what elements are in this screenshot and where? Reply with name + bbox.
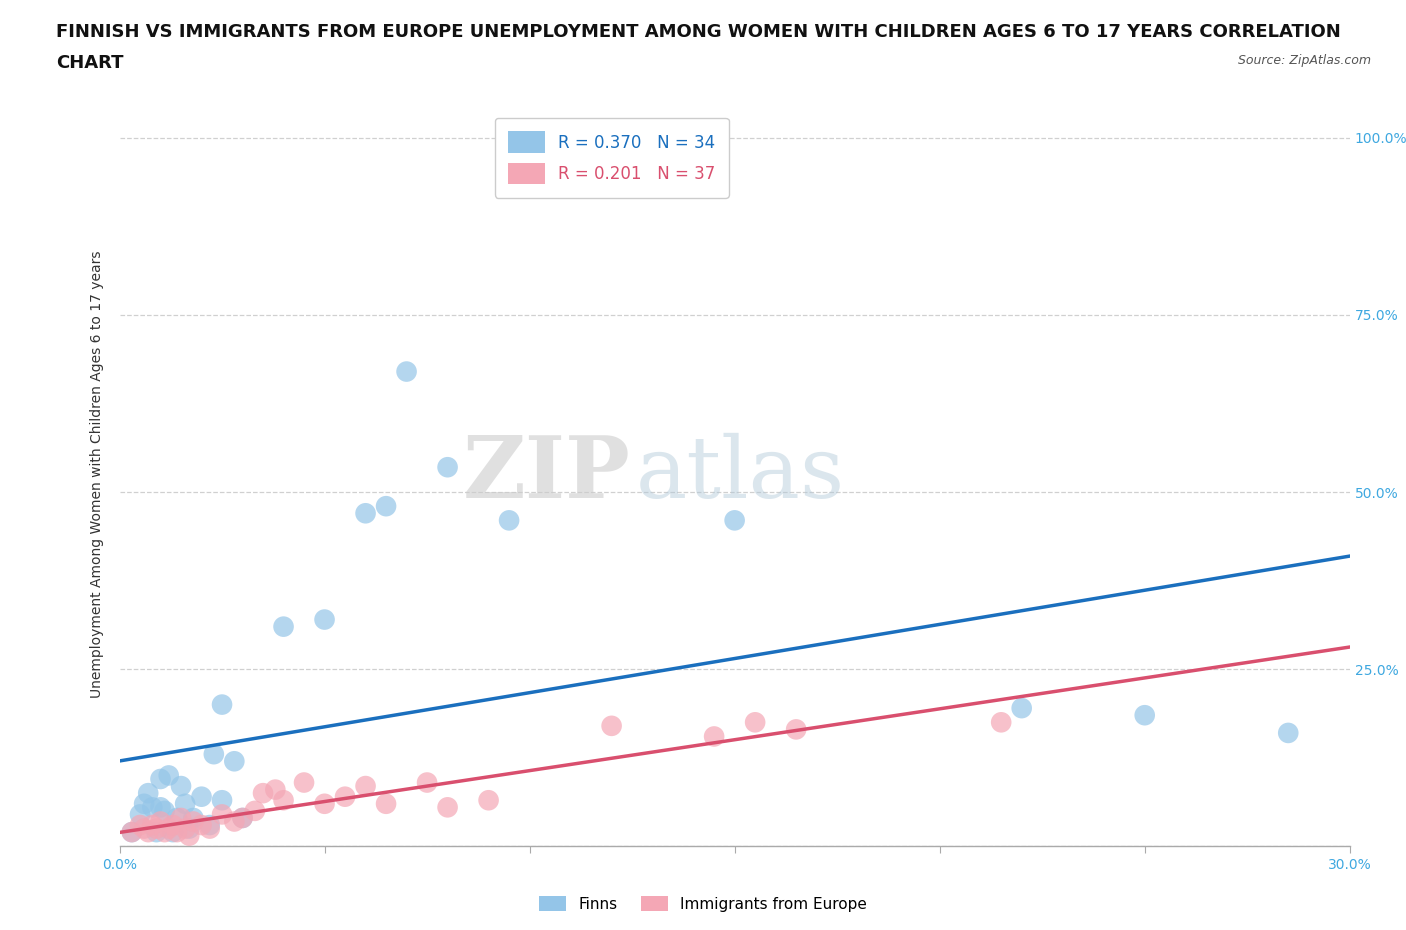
Point [157, 821, 180, 836]
Point [179, 829, 201, 844]
Point [149, 800, 172, 815]
Point [183, 811, 205, 826]
Point [190, 817, 212, 832]
Point [243, 804, 266, 818]
Point [990, 715, 1012, 730]
Point [170, 778, 193, 793]
Point [211, 807, 233, 822]
Point [170, 811, 193, 826]
Point [174, 821, 197, 836]
Point [198, 817, 221, 832]
Point [1133, 708, 1156, 723]
Point [121, 825, 143, 840]
Point [600, 718, 623, 733]
Point [190, 790, 212, 804]
Point [141, 817, 163, 832]
Legend: Finns, Immigrants from Europe: Finns, Immigrants from Europe [533, 889, 873, 918]
Point [395, 365, 418, 379]
Point [1011, 700, 1033, 715]
Point [136, 786, 159, 801]
Point [179, 821, 201, 836]
Point [149, 772, 172, 787]
Point [785, 722, 807, 737]
Text: Source: ZipAtlas.com: Source: ZipAtlas.com [1237, 54, 1371, 67]
Point [211, 698, 233, 712]
Point [273, 619, 295, 634]
Point [498, 513, 520, 528]
Point [1277, 725, 1299, 740]
Point [744, 715, 766, 730]
Point [129, 817, 152, 832]
Point [211, 792, 233, 807]
Point [231, 811, 254, 826]
Point [132, 796, 156, 811]
Text: ZIP: ZIP [463, 432, 630, 516]
Text: CHART: CHART [56, 54, 124, 72]
Point [416, 775, 439, 790]
Point [166, 825, 188, 840]
Point [129, 807, 152, 822]
Point [231, 811, 254, 826]
Point [174, 796, 197, 811]
Point [333, 790, 356, 804]
Point [149, 814, 172, 829]
Point [264, 782, 287, 797]
Point [224, 814, 246, 829]
Point [202, 747, 225, 762]
Point [162, 825, 184, 840]
Point [314, 612, 336, 627]
Point [153, 825, 176, 840]
Point [145, 825, 167, 840]
Point [292, 775, 315, 790]
Point [354, 778, 377, 793]
Point [162, 817, 184, 832]
Point [375, 796, 398, 811]
Legend: R = 0.370   N = 34, R = 0.201   N = 37: R = 0.370 N = 34, R = 0.201 N = 37 [495, 118, 728, 197]
Point [153, 804, 176, 818]
Point [224, 754, 246, 769]
Point [157, 768, 180, 783]
Point [375, 498, 398, 513]
Point [436, 459, 458, 474]
Point [166, 811, 188, 826]
Point [183, 814, 205, 829]
Text: atlas: atlas [636, 432, 845, 516]
Point [132, 821, 156, 836]
Point [273, 792, 295, 807]
Point [436, 800, 458, 815]
Point [478, 792, 501, 807]
Point [314, 796, 336, 811]
Point [136, 825, 159, 840]
Point [145, 821, 167, 836]
Text: FINNISH VS IMMIGRANTS FROM EUROPE UNEMPLOYMENT AMONG WOMEN WITH CHILDREN AGES 6 : FINNISH VS IMMIGRANTS FROM EUROPE UNEMPL… [56, 23, 1341, 41]
Y-axis label: Unemployment Among Women with Children Ages 6 to 17 years: Unemployment Among Women with Children A… [90, 250, 104, 698]
Point [198, 821, 221, 836]
Point [703, 729, 725, 744]
Point [121, 825, 143, 840]
Point [724, 513, 747, 528]
Point [252, 786, 274, 801]
Point [354, 506, 377, 521]
Point [141, 800, 163, 815]
